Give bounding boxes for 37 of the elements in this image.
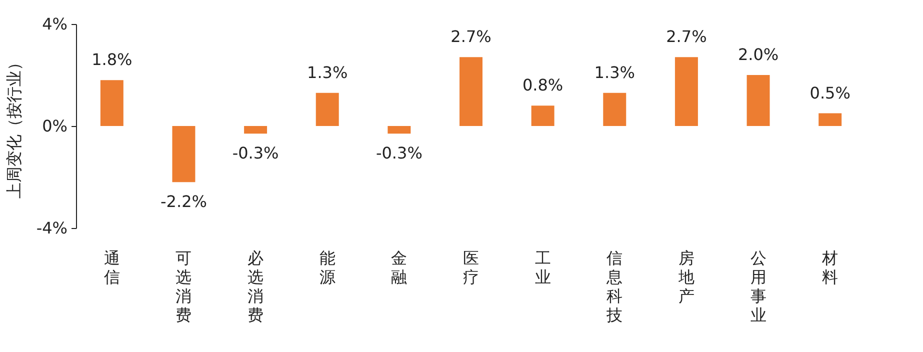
- bar: [244, 126, 268, 134]
- x-tick-label: 公用事业: [750, 248, 766, 324]
- bar: [460, 57, 482, 126]
- x-tick-label: 必选消费: [248, 248, 264, 324]
- bar: [746, 75, 770, 126]
- data-label: 0.5%: [810, 83, 850, 102]
- data-label: 0.8%: [522, 76, 564, 95]
- data-label: 2.0%: [738, 45, 779, 64]
- x-tick-label: 能源: [319, 248, 336, 286]
- x-tick-label: 工业: [534, 248, 551, 286]
- y-axis-title: 上周变化（按行业）: [4, 54, 24, 198]
- x-tick-label: 房地产: [677, 248, 694, 306]
- data-label: 2.7%: [666, 27, 707, 46]
- bar: [674, 57, 698, 126]
- data-label: -2.2%: [160, 192, 207, 212]
- x-tick-label: 信息科技: [606, 248, 623, 324]
- data-label: -0.3%: [376, 144, 422, 163]
- data-label: -0.3%: [232, 144, 279, 163]
- data-label: 1.3%: [307, 62, 348, 82]
- y-tick-label: 0%: [42, 116, 68, 136]
- bar: [603, 92, 626, 126]
- data-label: 1.3%: [594, 62, 635, 82]
- y-tick-label: 4%: [42, 14, 68, 34]
- bar: [388, 126, 411, 134]
- y-tick-label: -4%: [36, 218, 68, 238]
- x-tick-label: 材料: [821, 248, 838, 286]
- data-label: 1.8%: [92, 50, 132, 70]
- bar: [172, 126, 196, 182]
- bar: [531, 106, 554, 126]
- data-label: 2.7%: [450, 27, 492, 46]
- x-tick-label: 可选消费: [176, 248, 192, 324]
- x-tick-label: 通信: [104, 248, 120, 286]
- bar: [818, 113, 842, 126]
- x-tick-label: 金融: [391, 248, 408, 286]
- x-tick-label: 医疗: [463, 248, 479, 286]
- bar: [100, 80, 124, 126]
- bar: [316, 92, 339, 126]
